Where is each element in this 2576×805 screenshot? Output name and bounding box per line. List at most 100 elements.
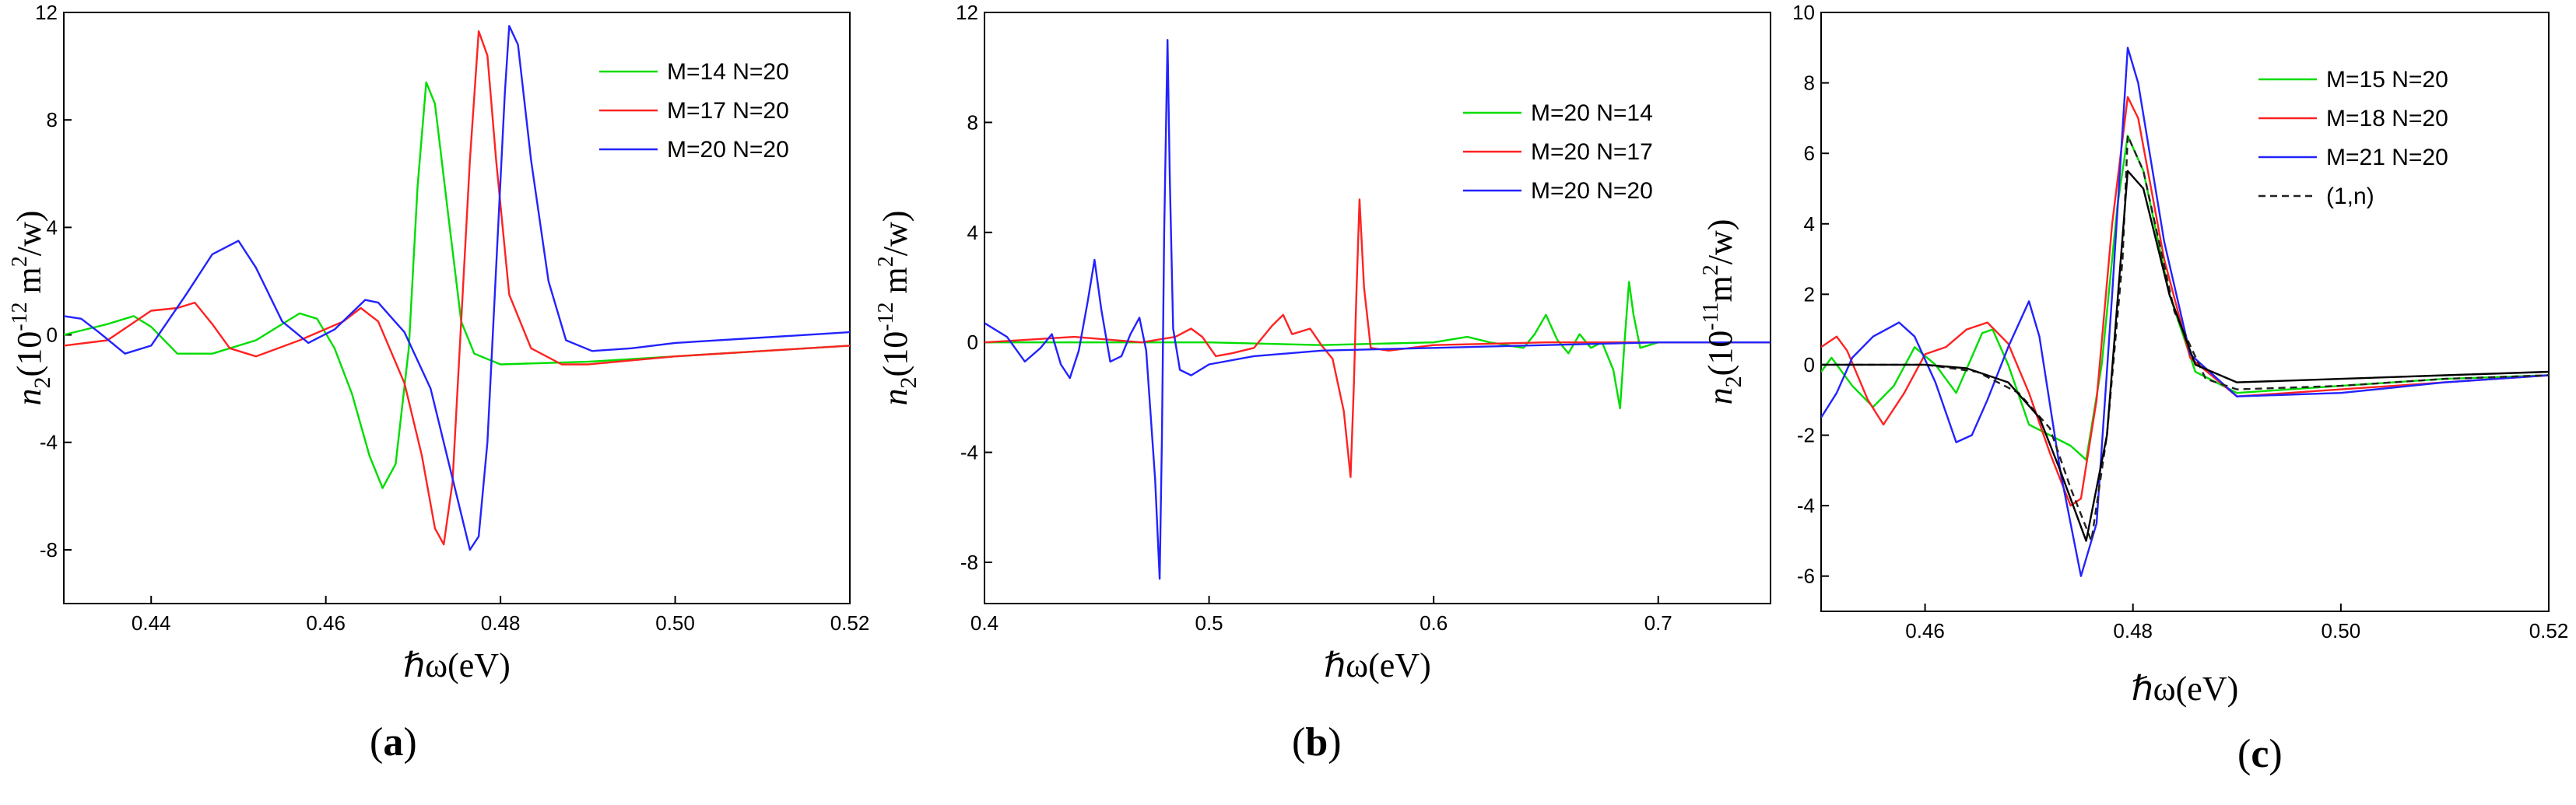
legend-label: M=14 N=20 [667, 59, 789, 85]
y-axis-title: n2(10-11m2/w) [1699, 219, 1746, 405]
legend-label: M=20 N=17 [1531, 139, 1653, 165]
y-title-sub: 2 [896, 376, 921, 388]
x-tick-label: 0.6 [1420, 611, 1448, 635]
legend-label: (1,n) [2326, 184, 2374, 209]
panel-label-c-open: ( [2237, 732, 2251, 776]
x-tick-label: 0.5 [1195, 611, 1223, 635]
panel-label-a-close: ) [403, 720, 417, 765]
legend-label: M=21 N=20 [2326, 145, 2448, 170]
y-tick-label: 4 [1804, 212, 1815, 236]
legend-label: M=17 N=20 [667, 98, 789, 124]
series-line-m-18-n-20 [1821, 96, 2549, 507]
y-title-unit: (10 [1701, 331, 1739, 376]
y-tick-label: 4 [47, 215, 58, 239]
y-tick-label: 0 [47, 324, 58, 347]
panel-label-b-close: ) [1328, 720, 1342, 765]
y-axis-title: n2(10-12 m2/w) [8, 211, 55, 406]
y-tick-label: 4 [967, 221, 978, 244]
x-tick-label: 0.46 [306, 611, 346, 635]
series-group [64, 25, 850, 551]
y-tick-label: -8 [960, 551, 978, 574]
panel-label-b-letter: b [1305, 720, 1328, 765]
y-tick-label: 0 [1804, 353, 1815, 376]
series-line-m-20-n-20 [64, 25, 850, 551]
y-title-exp: -12 [874, 302, 898, 331]
legend-label: M=15 N=20 [2326, 67, 2448, 93]
y-title-unit-m: m [876, 267, 914, 302]
y-title-sub: 2 [1721, 376, 1746, 387]
x-tick-label: 0.52 [830, 611, 870, 635]
y-title-unit-exp: 2 [8, 256, 32, 267]
y-tick-label: 2 [1804, 282, 1815, 306]
legend: M=14 N=20 M=17 N=20 M=20 N=20 [599, 59, 789, 163]
y-tick-label: -4 [40, 431, 58, 454]
y-title-var: n [876, 388, 914, 405]
y-title-var: n [1701, 387, 1739, 404]
y-tick-label: 8 [1804, 72, 1815, 95]
panel-label-c-close: ) [2269, 732, 2283, 776]
y-title-unit-m: m [10, 267, 48, 302]
panel-label-b: (b) [1292, 719, 1342, 765]
panel-label-c-letter: c [2251, 732, 2269, 776]
series-line-m-21-n-20 [1821, 47, 2549, 577]
y-title-unit-end: /w) [1701, 219, 1739, 265]
series-line-m-20-n-20 [984, 39, 1771, 580]
y-tick-label: 10 [1792, 1, 1815, 24]
series-group [1821, 47, 2549, 577]
legend-label: M=20 N=14 [1531, 100, 1653, 126]
panel-label-a-letter: a [383, 720, 404, 765]
y-tick-label: 6 [1804, 142, 1815, 165]
y-title-sub: 2 [30, 376, 55, 388]
plot-frame [63, 12, 851, 604]
x-axis-title: ℏω(eV) [1324, 646, 1430, 684]
x-tick-label: 0.4 [970, 611, 998, 635]
y-title-unit-end: /w) [10, 211, 48, 257]
x-tick-label: 0.7 [1644, 611, 1672, 635]
x-axis-title: ℏω(eV) [403, 646, 510, 684]
y-tick-label: 8 [967, 110, 978, 134]
y-title-unit: (10 [876, 331, 914, 377]
y-title-exp: -11 [1699, 302, 1723, 330]
plot-frame [984, 12, 1771, 604]
legend-label: M=20 N=20 [667, 137, 789, 163]
y-title-unit-m: m [1701, 275, 1739, 302]
panel-label-b-open: ( [1292, 720, 1306, 765]
series-line-m-15-n-20 [1821, 135, 2549, 461]
y-title-unit-end: /w) [876, 211, 914, 257]
plot-frame [1820, 12, 2550, 612]
legend: M=15 N=20 M=18 N=20 M=21 N=20 (1,n) [2258, 67, 2448, 209]
legend-label: M=18 N=20 [2326, 106, 2448, 131]
panel-label-a-open: ( [370, 720, 384, 765]
series-line-unlabeled [1821, 170, 2549, 542]
x-tick-label: 0.52 [2529, 619, 2569, 642]
series-line-m-20-n-14 [984, 281, 1771, 410]
y-tick-label: 0 [967, 331, 978, 354]
y-tick-label: -8 [40, 538, 58, 562]
y-tick-label: -4 [960, 441, 978, 464]
y-tick-label: 12 [35, 1, 58, 24]
x-tick-label: 0.50 [655, 611, 695, 635]
y-title-unit-exp: 2 [1699, 264, 1723, 275]
y-title-unit-exp: 2 [874, 256, 898, 267]
series-line--1-n- [1821, 135, 2549, 542]
x-axis-title: ℏω(eV) [2132, 670, 2238, 708]
y-axis-title: n2(10-12 m2/w) [874, 211, 921, 406]
x-tick-label: 0.48 [2113, 619, 2153, 642]
y-tick-label: -6 [1797, 565, 1815, 588]
y-tick-label: 12 [956, 1, 978, 24]
y-tick-label: -2 [1797, 424, 1815, 447]
x-tick-label: 0.48 [481, 611, 521, 635]
series-line-m-20-n-17 [984, 198, 1771, 478]
panel-label-a: (a) [370, 719, 417, 765]
legend: M=20 N=14 M=20 N=17 M=20 N=20 [1463, 100, 1653, 204]
series-line-m-17-n-20 [64, 30, 850, 546]
series-line-m-14-n-20 [64, 81, 850, 489]
y-tick-label: 8 [47, 108, 58, 131]
y-title-unit: (10 [10, 331, 48, 377]
series-group [984, 39, 1771, 580]
y-tick-label: -4 [1797, 494, 1815, 517]
y-title-var: n [10, 388, 48, 405]
